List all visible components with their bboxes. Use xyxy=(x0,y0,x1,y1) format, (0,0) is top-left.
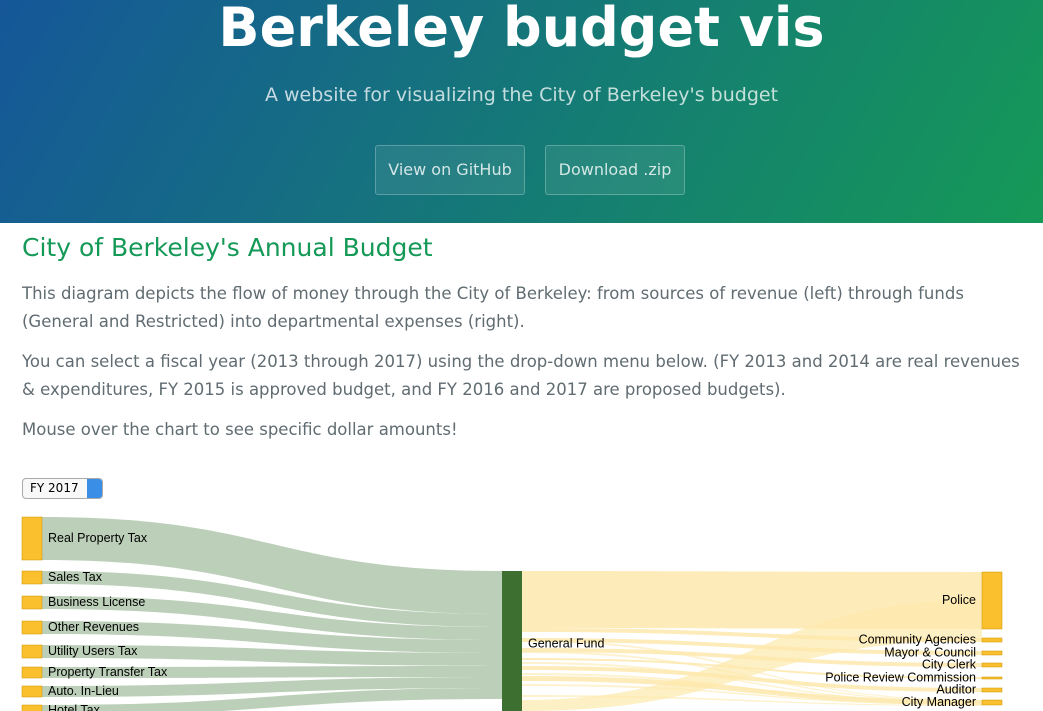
flow xyxy=(42,621,502,653)
expense-label: Police Review Commission xyxy=(825,670,976,684)
source-node xyxy=(21,516,43,561)
source-node xyxy=(21,570,43,585)
source-node xyxy=(21,685,43,698)
source-node xyxy=(21,704,43,711)
download-button[interactable]: Download .zip xyxy=(545,145,685,195)
site-title: Berkeley budget vis xyxy=(218,0,825,59)
source-label: Real Property Tax xyxy=(48,531,148,545)
flow xyxy=(522,638,982,655)
flow xyxy=(522,673,982,704)
fund-node xyxy=(502,571,522,711)
header: Berkeley budget vis A website for visual… xyxy=(0,0,1043,223)
expense-label: City Clerk xyxy=(922,657,977,671)
content: City of Berkeley's Annual Budget This di… xyxy=(22,228,1037,444)
source-label: Utility Users Tax xyxy=(48,644,138,658)
expense-node xyxy=(981,650,1003,656)
source-label: Auto. In-Lieu xyxy=(48,684,119,698)
source-label: Property Transfer Tax xyxy=(48,665,168,679)
flow xyxy=(522,676,982,705)
source-label: Sales Tax xyxy=(48,570,103,584)
select-value: FY 2017 xyxy=(30,481,79,495)
paragraph: Mouse over the chart to see specific dol… xyxy=(22,420,458,439)
expense-label: Police xyxy=(942,593,976,607)
flow xyxy=(42,677,502,697)
heading: City of Berkeley's Annual Budget xyxy=(22,233,433,262)
source-label: Hotel Tax xyxy=(48,703,101,711)
flow xyxy=(42,517,502,614)
flow xyxy=(42,645,502,666)
expense-label: Auditor xyxy=(936,682,976,696)
source-node xyxy=(21,666,43,679)
fund-label: General Fund xyxy=(528,636,604,650)
flow xyxy=(522,600,982,711)
github-button[interactable]: View on GitHub xyxy=(375,145,525,195)
expense-node xyxy=(981,637,1003,643)
expense-node xyxy=(981,687,1003,693)
flow xyxy=(42,666,502,678)
expense-label: Community Agencies xyxy=(859,632,976,646)
paragraph: You can select a fiscal year (2013 throu… xyxy=(22,352,1020,399)
select-arrow xyxy=(87,479,102,498)
flow xyxy=(522,651,982,702)
expense-node xyxy=(981,571,1003,630)
site-subtitle: A website for visualizing the City of Be… xyxy=(264,84,779,106)
expense-label: Mayor & Council xyxy=(884,645,976,659)
expense-node xyxy=(981,662,1003,668)
flow xyxy=(522,666,982,692)
flow xyxy=(522,684,982,705)
flow xyxy=(42,596,502,640)
expense-node xyxy=(981,699,1003,706)
expense-label: City Manager xyxy=(902,695,976,709)
year-select[interactable]: FY 2017 xyxy=(22,478,103,499)
source-node xyxy=(21,620,43,635)
source-label: Business License xyxy=(48,595,145,609)
flow xyxy=(522,662,982,703)
flow xyxy=(42,571,502,627)
expense-node xyxy=(981,676,1003,680)
source-node xyxy=(21,595,43,610)
source-label: Other Revenues xyxy=(48,620,139,634)
flow xyxy=(42,688,502,711)
source-node xyxy=(21,644,43,659)
paragraph: This diagram depicts the flow of money t… xyxy=(22,284,964,331)
